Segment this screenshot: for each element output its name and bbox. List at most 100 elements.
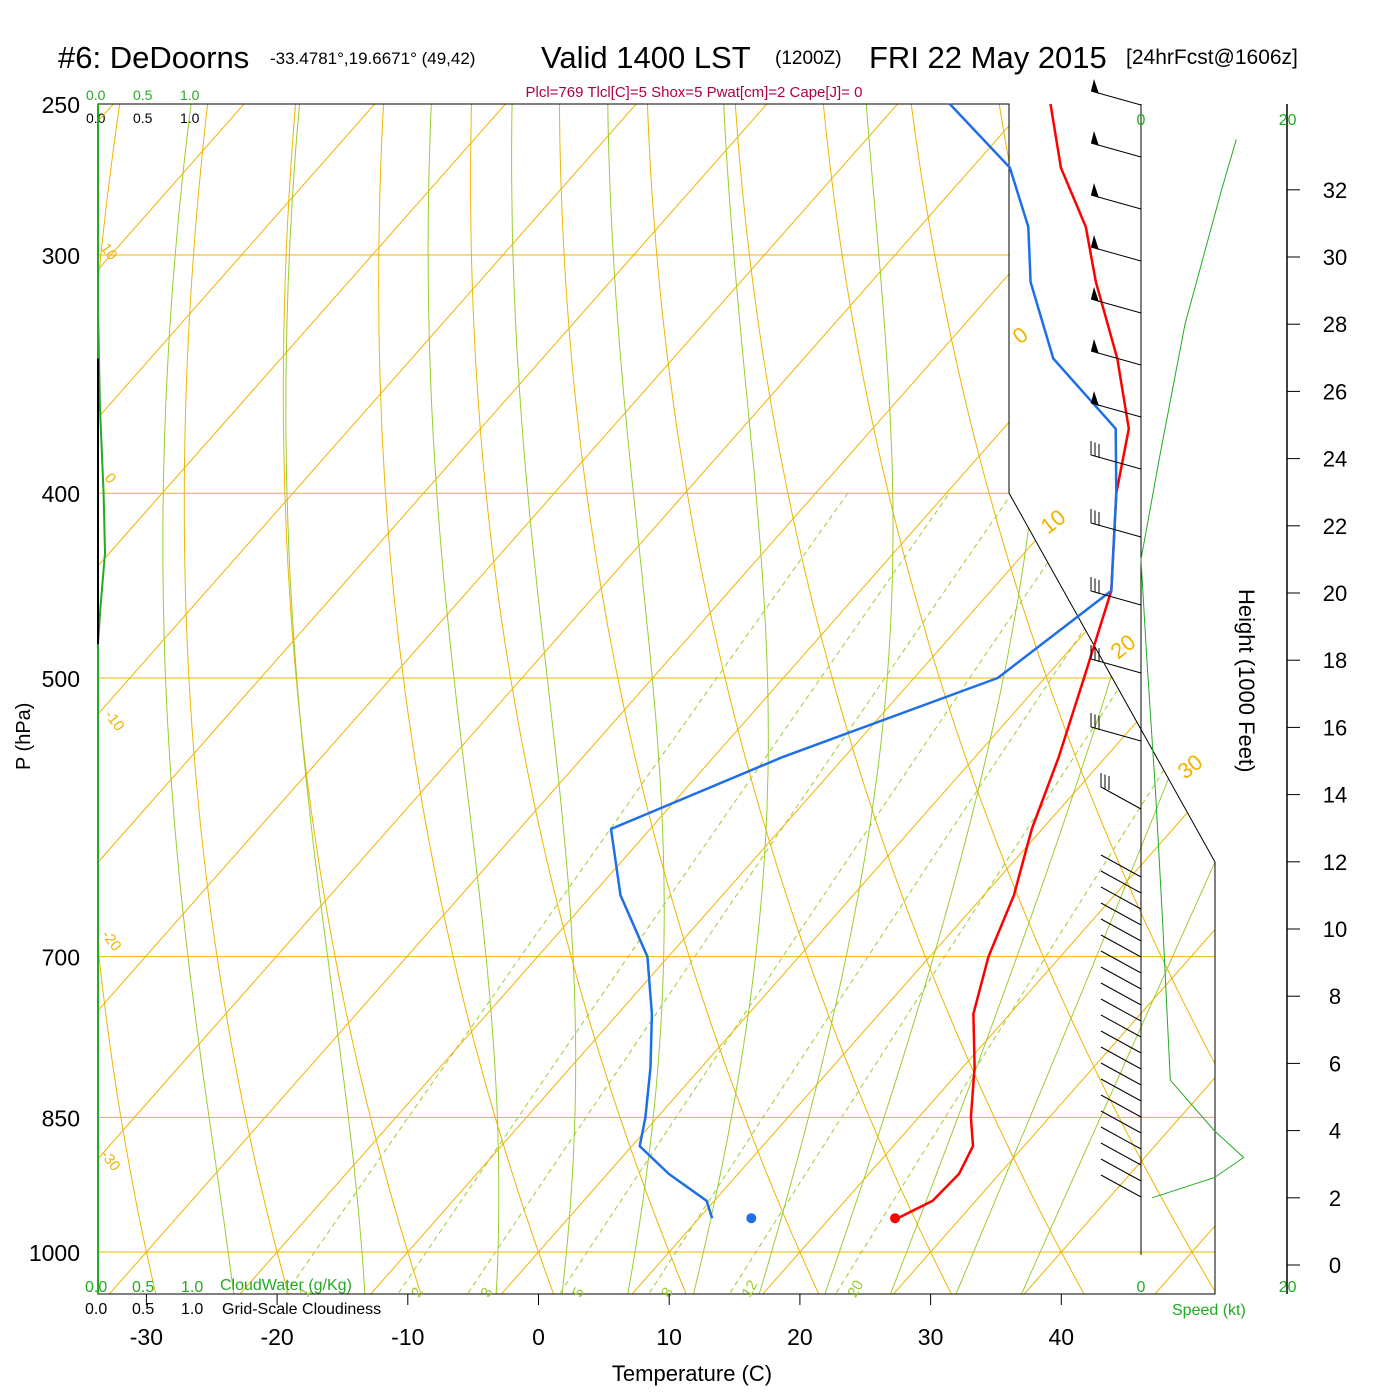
isotherm-line bbox=[0, 70, 12, 1300]
plot-frame bbox=[97, 103, 1216, 1295]
dry-adiabat-line bbox=[378, 104, 557, 1294]
dry-adiabat-line bbox=[1167, 104, 1215, 1294]
speed-axis-title: Speed (kt) bbox=[1172, 1302, 1246, 1319]
height-axis-title: Height (1000 Feet) bbox=[1234, 589, 1259, 772]
moist-adiabat-line bbox=[285, 104, 366, 1294]
dry-adiabat-line bbox=[906, 104, 1215, 1294]
wind-barb-staff bbox=[1100, 1110, 1142, 1134]
isotherm-line bbox=[98, 104, 405, 1294]
wind-barb-staff bbox=[1100, 902, 1142, 926]
cloudiness-scale-label: 1.0 bbox=[180, 110, 200, 126]
dry-adiabat-label: 30 bbox=[1173, 749, 1208, 784]
dry-adiabat-line bbox=[0, 70, 38, 1300]
dry-adiabat-line bbox=[645, 104, 956, 1294]
cloudwater-title: CloudWater (g/Kg) bbox=[220, 1277, 352, 1294]
wind-barb-staff bbox=[1100, 870, 1142, 894]
moist-adiabat-line bbox=[162, 104, 235, 1294]
speed-label-bottom: 0 bbox=[1137, 1279, 1146, 1296]
wind-barb-staff bbox=[1100, 1030, 1142, 1054]
isotherm-line bbox=[98, 104, 667, 1294]
mixing-ratio-line bbox=[725, 492, 1215, 1294]
speed-label-bottom: 20 bbox=[1279, 1279, 1297, 1296]
utc-time: (1200Z) bbox=[775, 48, 842, 69]
mixing-ratio-label: 3 bbox=[477, 1285, 496, 1301]
moist-adiabat-line bbox=[511, 104, 577, 1294]
isobars bbox=[98, 103, 1215, 1253]
height-label: 6 bbox=[1329, 1051, 1341, 1076]
dry-adiabat-label: -10 bbox=[101, 707, 128, 735]
mixing-ratio-label: 2 bbox=[408, 1285, 427, 1301]
profiles bbox=[609, 103, 1131, 1224]
wind-barb-flag bbox=[1091, 287, 1099, 302]
mixing-ratio-label: 20 bbox=[844, 1277, 867, 1300]
moist-adiabat-line bbox=[952, 104, 1215, 1294]
y-axis-title: P (hPa) bbox=[13, 703, 35, 770]
wind-barb-staff bbox=[1100, 1174, 1142, 1198]
isotherm-line bbox=[98, 104, 536, 1294]
mixing-ratio-line bbox=[462, 492, 1013, 1294]
wind-barb-staff bbox=[1100, 786, 1142, 810]
height-label: 8 bbox=[1329, 984, 1341, 1009]
wind-barb-staff bbox=[1100, 1142, 1142, 1166]
station-coords: -33.4781°,19.6671° (49,42) bbox=[270, 49, 475, 68]
isotherm-line bbox=[495, 104, 1215, 1294]
speed-label-top: 0 bbox=[1137, 112, 1146, 129]
cloudiness-scale-bottom: 0.0 0.5 1.0 Grid-Scale Cloudiness bbox=[85, 1301, 381, 1318]
height-label: 16 bbox=[1323, 715, 1347, 740]
pressure-label: 400 bbox=[42, 481, 80, 507]
pressure-label: 850 bbox=[42, 1105, 80, 1131]
dry-adiabat-line bbox=[732, 104, 1088, 1294]
cloudiness-scale-label: 0.0 bbox=[85, 1301, 107, 1318]
wind-barbs bbox=[1090, 79, 1142, 1198]
isotherm-line bbox=[1018, 104, 1215, 1294]
speed-profile: 00202040406060 bbox=[1137, 112, 1297, 1296]
wind-barb-staff bbox=[1100, 982, 1142, 1006]
isotherm-line bbox=[98, 104, 1059, 1294]
mixing-ratio-line bbox=[831, 492, 1215, 1294]
height-label: 0 bbox=[1329, 1253, 1341, 1278]
wind-barb-staff bbox=[1090, 194, 1142, 210]
pressure-label: 1000 bbox=[29, 1240, 80, 1266]
pressure-label: 250 bbox=[42, 92, 80, 118]
wind-barb-staff bbox=[1090, 350, 1142, 366]
temperature-line bbox=[897, 103, 1131, 1220]
wind-barb-staff bbox=[1100, 1126, 1142, 1150]
wind-barb-staff bbox=[1100, 934, 1142, 958]
wind-barb-staff bbox=[1100, 854, 1142, 878]
cloudiness-scale-label: 0.5 bbox=[133, 110, 153, 126]
speed-label-top: 20 bbox=[1279, 112, 1297, 129]
cloudiness-title: Grid-Scale Cloudiness bbox=[222, 1301, 381, 1318]
moist-adiabat-line bbox=[427, 104, 500, 1294]
pressure-labels: 250 300 400 500 700 850 1000 bbox=[29, 92, 80, 1266]
surface-temperature-dot bbox=[890, 1213, 901, 1224]
wind-barb-staff bbox=[1100, 1046, 1142, 1070]
wind-barb-staff bbox=[1100, 1078, 1142, 1102]
wind-barb-staff bbox=[1090, 142, 1142, 158]
wind-barb-flag bbox=[1091, 235, 1099, 250]
wind-barb-flag bbox=[1091, 339, 1099, 354]
dry-adiabat-label: -30 bbox=[97, 1147, 124, 1175]
pressure-label: 300 bbox=[42, 243, 80, 269]
cloudiness-scale-label: 0.0 bbox=[86, 110, 106, 126]
wind-barb-staff bbox=[1090, 90, 1142, 106]
height-label: 10 bbox=[1323, 917, 1347, 942]
valid-time: Valid 1400 LST bbox=[541, 40, 751, 75]
dry-adiabat-label: 10 bbox=[1036, 504, 1071, 539]
temperature-label: 0 bbox=[532, 1324, 545, 1350]
height-label: 4 bbox=[1329, 1119, 1341, 1144]
temperature-label: 20 bbox=[787, 1324, 813, 1350]
dewpoint-line bbox=[609, 103, 1118, 1219]
moist-adiabat-line bbox=[756, 104, 894, 1294]
temperature-labels: -30 -20 -10 0 10 20 30 40 bbox=[130, 1294, 1074, 1350]
isotherm-line bbox=[756, 104, 1215, 1294]
cloudwater-line bbox=[97, 308, 107, 645]
wind-barb-staff bbox=[1100, 1158, 1142, 1182]
wind-barb-flag bbox=[1091, 131, 1099, 146]
height-label: 32 bbox=[1323, 178, 1347, 203]
cloudwater-scale-label: 0.5 bbox=[133, 87, 153, 103]
pressure-label: 700 bbox=[42, 945, 80, 971]
mixing-ratio-label: 5 bbox=[569, 1285, 588, 1301]
moist-adiabat-line bbox=[1018, 104, 1215, 1294]
wind-barb-flag bbox=[1091, 183, 1099, 198]
